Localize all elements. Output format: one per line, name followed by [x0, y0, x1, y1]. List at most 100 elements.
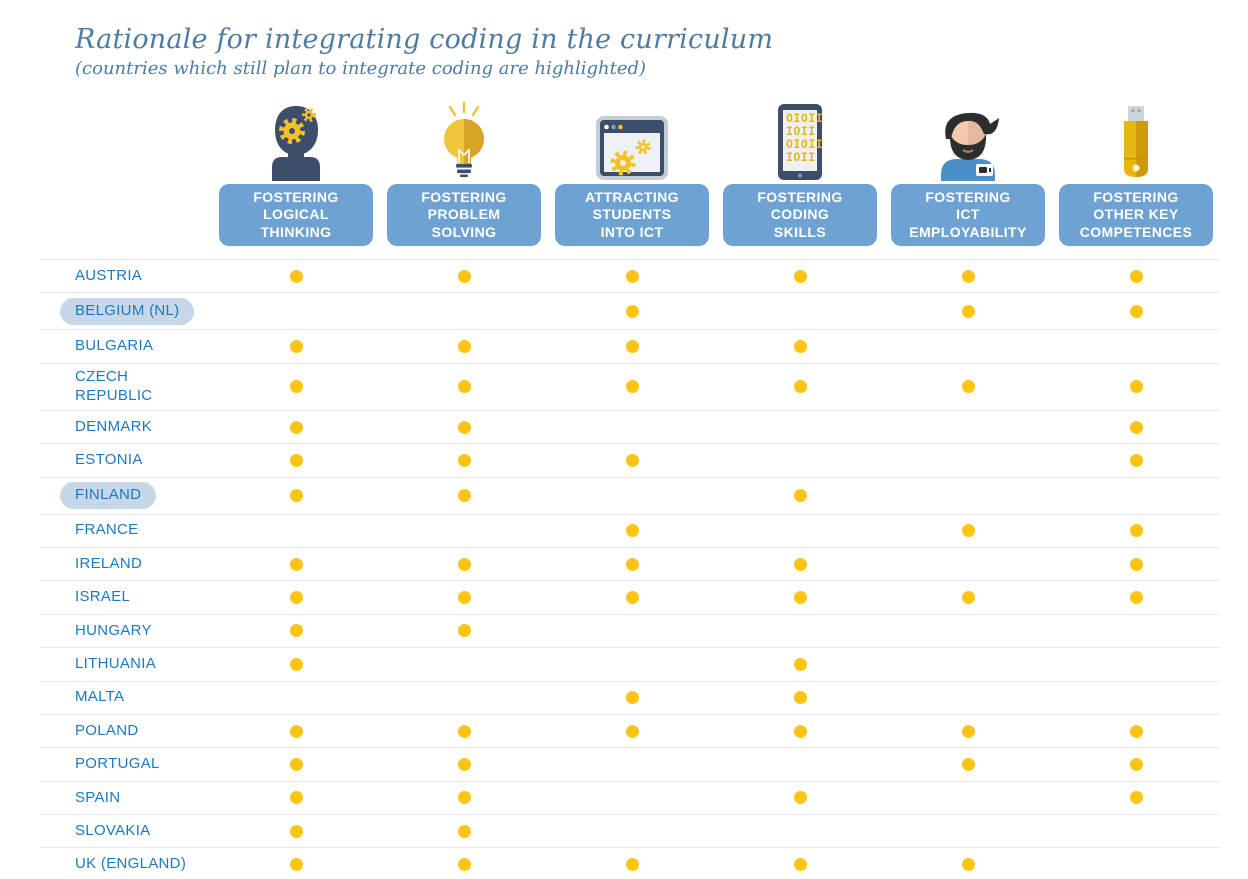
matrix-cell	[1052, 782, 1220, 814]
dot-marker	[625, 724, 639, 738]
dot-marker	[457, 757, 471, 771]
dot-marker	[961, 757, 975, 771]
dot-marker	[961, 380, 975, 394]
column-label: FOSTERING LOGICAL THINKING	[219, 184, 373, 246]
dot-marker	[625, 524, 639, 538]
matrix-cell	[1052, 478, 1220, 514]
dot-marker	[457, 454, 471, 468]
country-label: DENMARK	[75, 417, 153, 435]
matrix-cell	[212, 444, 380, 476]
dot-marker	[289, 489, 303, 503]
matrix-cell	[548, 444, 716, 476]
table-row: DENMARK	[40, 410, 1220, 443]
title-block: Rationale for integrating coding in the …	[75, 24, 773, 79]
country-cell: AUSTRIA	[40, 262, 212, 290]
matrix-cell	[548, 615, 716, 647]
dot-marker	[1129, 724, 1143, 738]
country-cell: ESTONIA	[40, 447, 212, 475]
dot-marker	[457, 824, 471, 838]
dot-marker	[457, 420, 471, 434]
country-label: AUSTRIA	[75, 266, 143, 284]
dot-marker	[793, 691, 807, 705]
matrix-cell	[548, 648, 716, 680]
matrix-cell	[716, 293, 884, 329]
country-label: PORTUGAL	[75, 755, 160, 773]
country-label: BULGARIA	[75, 336, 154, 354]
matrix-cell	[884, 478, 1052, 514]
column-label: ATTRACTING STUDENTS INTO ICT	[555, 184, 709, 246]
dot-marker	[625, 454, 639, 468]
dot-marker	[289, 454, 303, 468]
svg-text:OIOII: OIOII	[786, 137, 823, 151]
matrix-cell	[1052, 748, 1220, 780]
country-label: ESTONIA	[75, 451, 143, 469]
dot-marker	[457, 858, 471, 872]
country-cell: POLAND	[40, 717, 212, 745]
matrix-cell	[212, 548, 380, 580]
matrix-cell	[548, 581, 716, 613]
dot-marker	[457, 339, 471, 353]
matrix-cell	[884, 548, 1052, 580]
column-headers: FOSTERING LOGICAL THINKING	[40, 100, 1220, 246]
matrix-cell	[716, 748, 884, 780]
dot-marker	[625, 858, 639, 872]
dot-marker	[457, 380, 471, 394]
matrix-cell	[548, 364, 716, 411]
matrix-cell	[1052, 648, 1220, 680]
table-row: IRELAND	[40, 546, 1220, 580]
matrix-cell	[380, 364, 548, 411]
dot-marker	[289, 269, 303, 283]
column-header-other-competences: FOSTERING OTHER KEY COMPETENCES	[1052, 100, 1220, 246]
matrix-cell	[212, 615, 380, 647]
dot-marker	[289, 339, 303, 353]
table-row: MALTA	[40, 680, 1220, 714]
table-row: SPAIN	[40, 780, 1220, 814]
matrix-cell	[1052, 364, 1220, 411]
matrix-cell	[716, 848, 884, 879]
matrix-cell	[380, 444, 548, 476]
matrix-cell	[884, 330, 1052, 362]
dot-marker	[289, 757, 303, 771]
country-cell: IRELAND	[40, 550, 212, 578]
matrix-cell	[548, 411, 716, 443]
matrix-cell	[884, 682, 1052, 714]
usb-stick-icon	[1052, 100, 1220, 184]
country-label: SLOVAKIA	[75, 821, 151, 839]
country-label: IRELAND	[75, 554, 143, 572]
country-cell: FRANCE	[40, 517, 212, 545]
matrix-cell	[380, 581, 548, 613]
dot-marker	[457, 591, 471, 605]
country-label: LITHUANIA	[75, 654, 157, 672]
dot-marker	[457, 724, 471, 738]
table-row: ESTONIA	[40, 443, 1220, 476]
dot-marker	[289, 624, 303, 638]
country-cell: UK (ENGLAND)	[40, 851, 212, 879]
table-row: POLAND	[40, 713, 1220, 747]
matrix-cell	[884, 515, 1052, 547]
dot-marker	[961, 304, 975, 318]
dot-marker	[1129, 557, 1143, 571]
dot-marker	[289, 657, 303, 671]
matrix-cell	[1052, 411, 1220, 443]
tablet-binary-icon: OIOII IOII OIOII IOII	[716, 100, 884, 184]
dot-marker	[625, 380, 639, 394]
table-row: LITHUANIA	[40, 647, 1220, 680]
matrix-cell	[884, 782, 1052, 814]
dot-marker	[961, 591, 975, 605]
country-label: FRANCE	[75, 521, 139, 539]
table-row: FINLAND	[40, 476, 1220, 514]
matrix-cell	[380, 848, 548, 879]
matrix-cell	[212, 293, 380, 329]
dot-marker	[793, 269, 807, 283]
dot-marker	[961, 724, 975, 738]
country-label: FINLAND	[60, 482, 157, 510]
matrix-cell	[380, 548, 548, 580]
matrix-cell	[1052, 581, 1220, 613]
matrix-cell	[716, 581, 884, 613]
column-header-problem-solving: FOSTERING PROBLEM SOLVING	[380, 100, 548, 246]
dot-marker	[793, 339, 807, 353]
matrix-cell	[1052, 293, 1220, 329]
matrix-cell	[212, 515, 380, 547]
dot-marker	[625, 339, 639, 353]
